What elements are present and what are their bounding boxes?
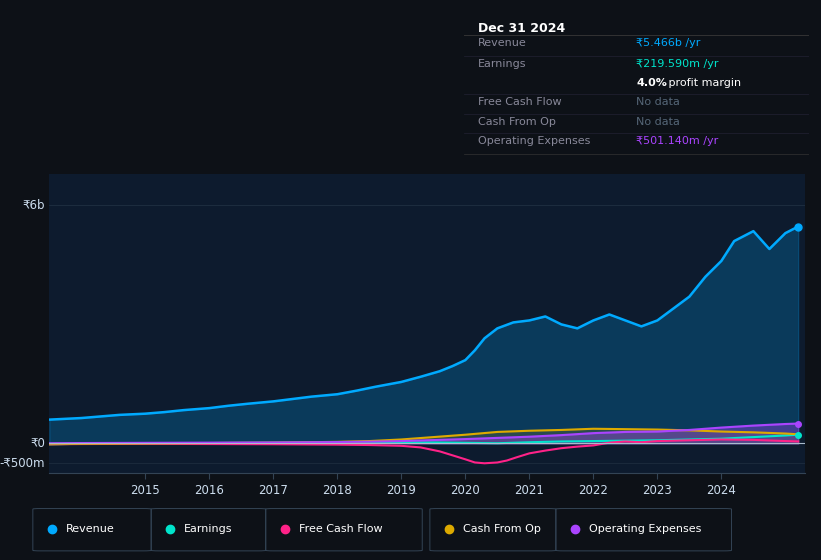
Text: profit margin: profit margin: [664, 78, 741, 88]
Text: ₹501.140m /yr: ₹501.140m /yr: [636, 136, 718, 146]
Text: Dec 31 2024: Dec 31 2024: [478, 22, 565, 35]
Text: ₹219.590m /yr: ₹219.590m /yr: [636, 59, 718, 69]
Text: No data: No data: [636, 116, 680, 127]
Text: 4.0%: 4.0%: [636, 78, 667, 88]
Text: ₹5.466b /yr: ₹5.466b /yr: [636, 38, 700, 48]
Text: -₹500m: -₹500m: [0, 457, 45, 470]
Text: No data: No data: [636, 97, 680, 108]
Text: Earnings: Earnings: [184, 524, 232, 534]
Text: ₹6b: ₹6b: [23, 199, 45, 212]
Text: Free Cash Flow: Free Cash Flow: [478, 97, 562, 108]
Text: Cash From Op: Cash From Op: [478, 116, 556, 127]
Text: Free Cash Flow: Free Cash Flow: [299, 524, 382, 534]
Text: Operating Expenses: Operating Expenses: [589, 524, 701, 534]
Text: Revenue: Revenue: [478, 38, 526, 48]
Text: ₹0: ₹0: [30, 437, 45, 450]
Text: Earnings: Earnings: [478, 59, 526, 69]
Text: Operating Expenses: Operating Expenses: [478, 136, 590, 146]
Text: Cash From Op: Cash From Op: [463, 524, 540, 534]
Text: Revenue: Revenue: [66, 524, 114, 534]
